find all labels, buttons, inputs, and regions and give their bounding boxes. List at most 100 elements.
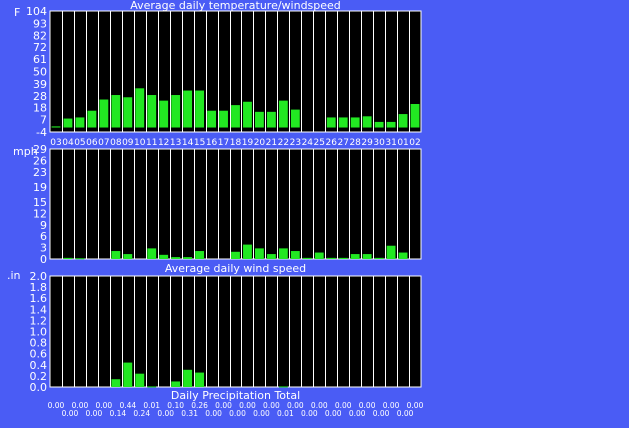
bar-1-20 [255,248,264,259]
bar-0-23 [290,109,300,128]
x-tick-label: 31 [385,138,396,148]
data-label: 0.24 [133,409,150,418]
x-tick-label: 24 [302,138,314,148]
x-tick-label: 16 [206,138,218,148]
y-tick-label: 15 [33,196,47,209]
y-tick-label: 1.4 [30,303,48,316]
data-label: 0.00 [72,401,89,410]
y-tick-label: -4 [36,126,47,139]
bar-0-11 [147,95,157,128]
data-label: 0.00 [311,401,328,410]
data-label: 0.00 [359,401,376,410]
x-tick-label: 08 [110,138,122,148]
bar-2-08 [111,379,121,387]
bar-0-17 [219,110,228,128]
y-tick-label: 82 [33,30,47,43]
y-tick-label: 0.2 [30,370,48,383]
data-label: 0.00 [62,409,79,418]
bar-1-12 [159,254,169,259]
data-label: 0.01 [143,401,160,410]
bar-1-28 [350,254,360,259]
data-label: 0.00 [96,401,113,410]
y-tick-label: 0.4 [30,359,48,372]
x-tick-label: 19 [242,138,254,148]
bar-0-27 [338,117,348,128]
y-tick-label: 1.2 [30,314,48,327]
bar-0-10 [135,88,145,128]
bar-1-19 [243,244,252,259]
bar-0-01 [398,114,408,128]
bar-1-21 [266,254,276,259]
bar-0-07 [99,99,109,128]
bar-0-16 [207,110,216,128]
chart-title: Daily Precipitation Total [171,389,300,402]
bar-0-20 [255,111,264,128]
y-tick-label: 0 [40,253,47,266]
x-tick-label: 06 [86,138,98,148]
data-label: 0.00 [407,401,424,410]
data-label: 0.00 [239,401,256,410]
bar-2-14 [183,369,193,387]
bar-0-03 [51,126,61,128]
x-tick-label: 30 [373,138,385,148]
x-tick-label: 11 [146,138,157,148]
bar-1-30 [374,257,384,259]
data-label: 0.00 [263,401,280,410]
x-tick-label: 18 [230,138,242,148]
bar-0-15 [195,90,205,128]
x-tick-label: 27 [337,138,348,148]
bar-1-05 [75,258,85,260]
data-label: 0.10 [167,401,184,410]
x-tick-label: 20 [254,138,266,148]
y-axis-unit: mph [13,145,38,158]
bar-1-18 [231,251,240,259]
x-tick-label: 21 [266,138,277,148]
data-label: 0.31 [181,409,198,418]
bar-2-09 [123,362,133,387]
y-tick-label: 28 [33,90,47,103]
x-tick-label: 12 [158,138,169,148]
bar-1-04 [63,257,73,259]
bar-1-22 [278,248,288,259]
data-label: 0.00 [86,409,103,418]
data-label: 0.26 [191,401,208,410]
bar-1-11 [147,248,157,259]
bar-2-13 [171,381,181,387]
x-tick-label: 29 [361,138,373,148]
x-tick-label: 14 [182,138,194,148]
bar-0-30 [374,121,384,128]
x-tick-label: 02 [409,138,420,148]
x-tick-label: 23 [290,138,301,148]
y-tick-label: 9 [40,219,47,232]
data-label: 0.44 [119,401,136,410]
data-label: 0.00 [383,401,400,410]
data-label: 0.00 [215,401,232,410]
bar-0-19 [243,101,252,128]
x-tick-label: 22 [278,138,289,148]
bar-1-24 [302,257,312,259]
y-tick-label: 12 [33,207,47,220]
y-tick-label: 18 [33,101,47,114]
bar-2-11 [147,386,157,388]
y-tick-label: 104 [26,5,47,18]
y-tick-label: 7 [40,114,47,127]
bar-0-14 [183,90,193,128]
bar-2-15 [195,372,205,387]
x-tick-label: 15 [194,138,205,148]
data-label: 0.00 [157,409,174,418]
y-axis-unit: F [14,6,20,19]
bar-0-13 [171,95,181,128]
data-label: 0.00 [349,409,366,418]
bar-1-15 [195,251,205,259]
y-tick-label: 39 [33,78,47,91]
x-tick-label: 17 [218,138,229,148]
y-tick-label: 0.6 [30,348,48,361]
y-tick-label: 26 [33,154,47,167]
y-tick-label: 29 [33,143,47,156]
data-label: 0.00 [301,409,318,418]
bar-0-12 [159,100,169,128]
y-axis-unit: .in [7,269,21,282]
bar-0-21 [266,111,276,128]
